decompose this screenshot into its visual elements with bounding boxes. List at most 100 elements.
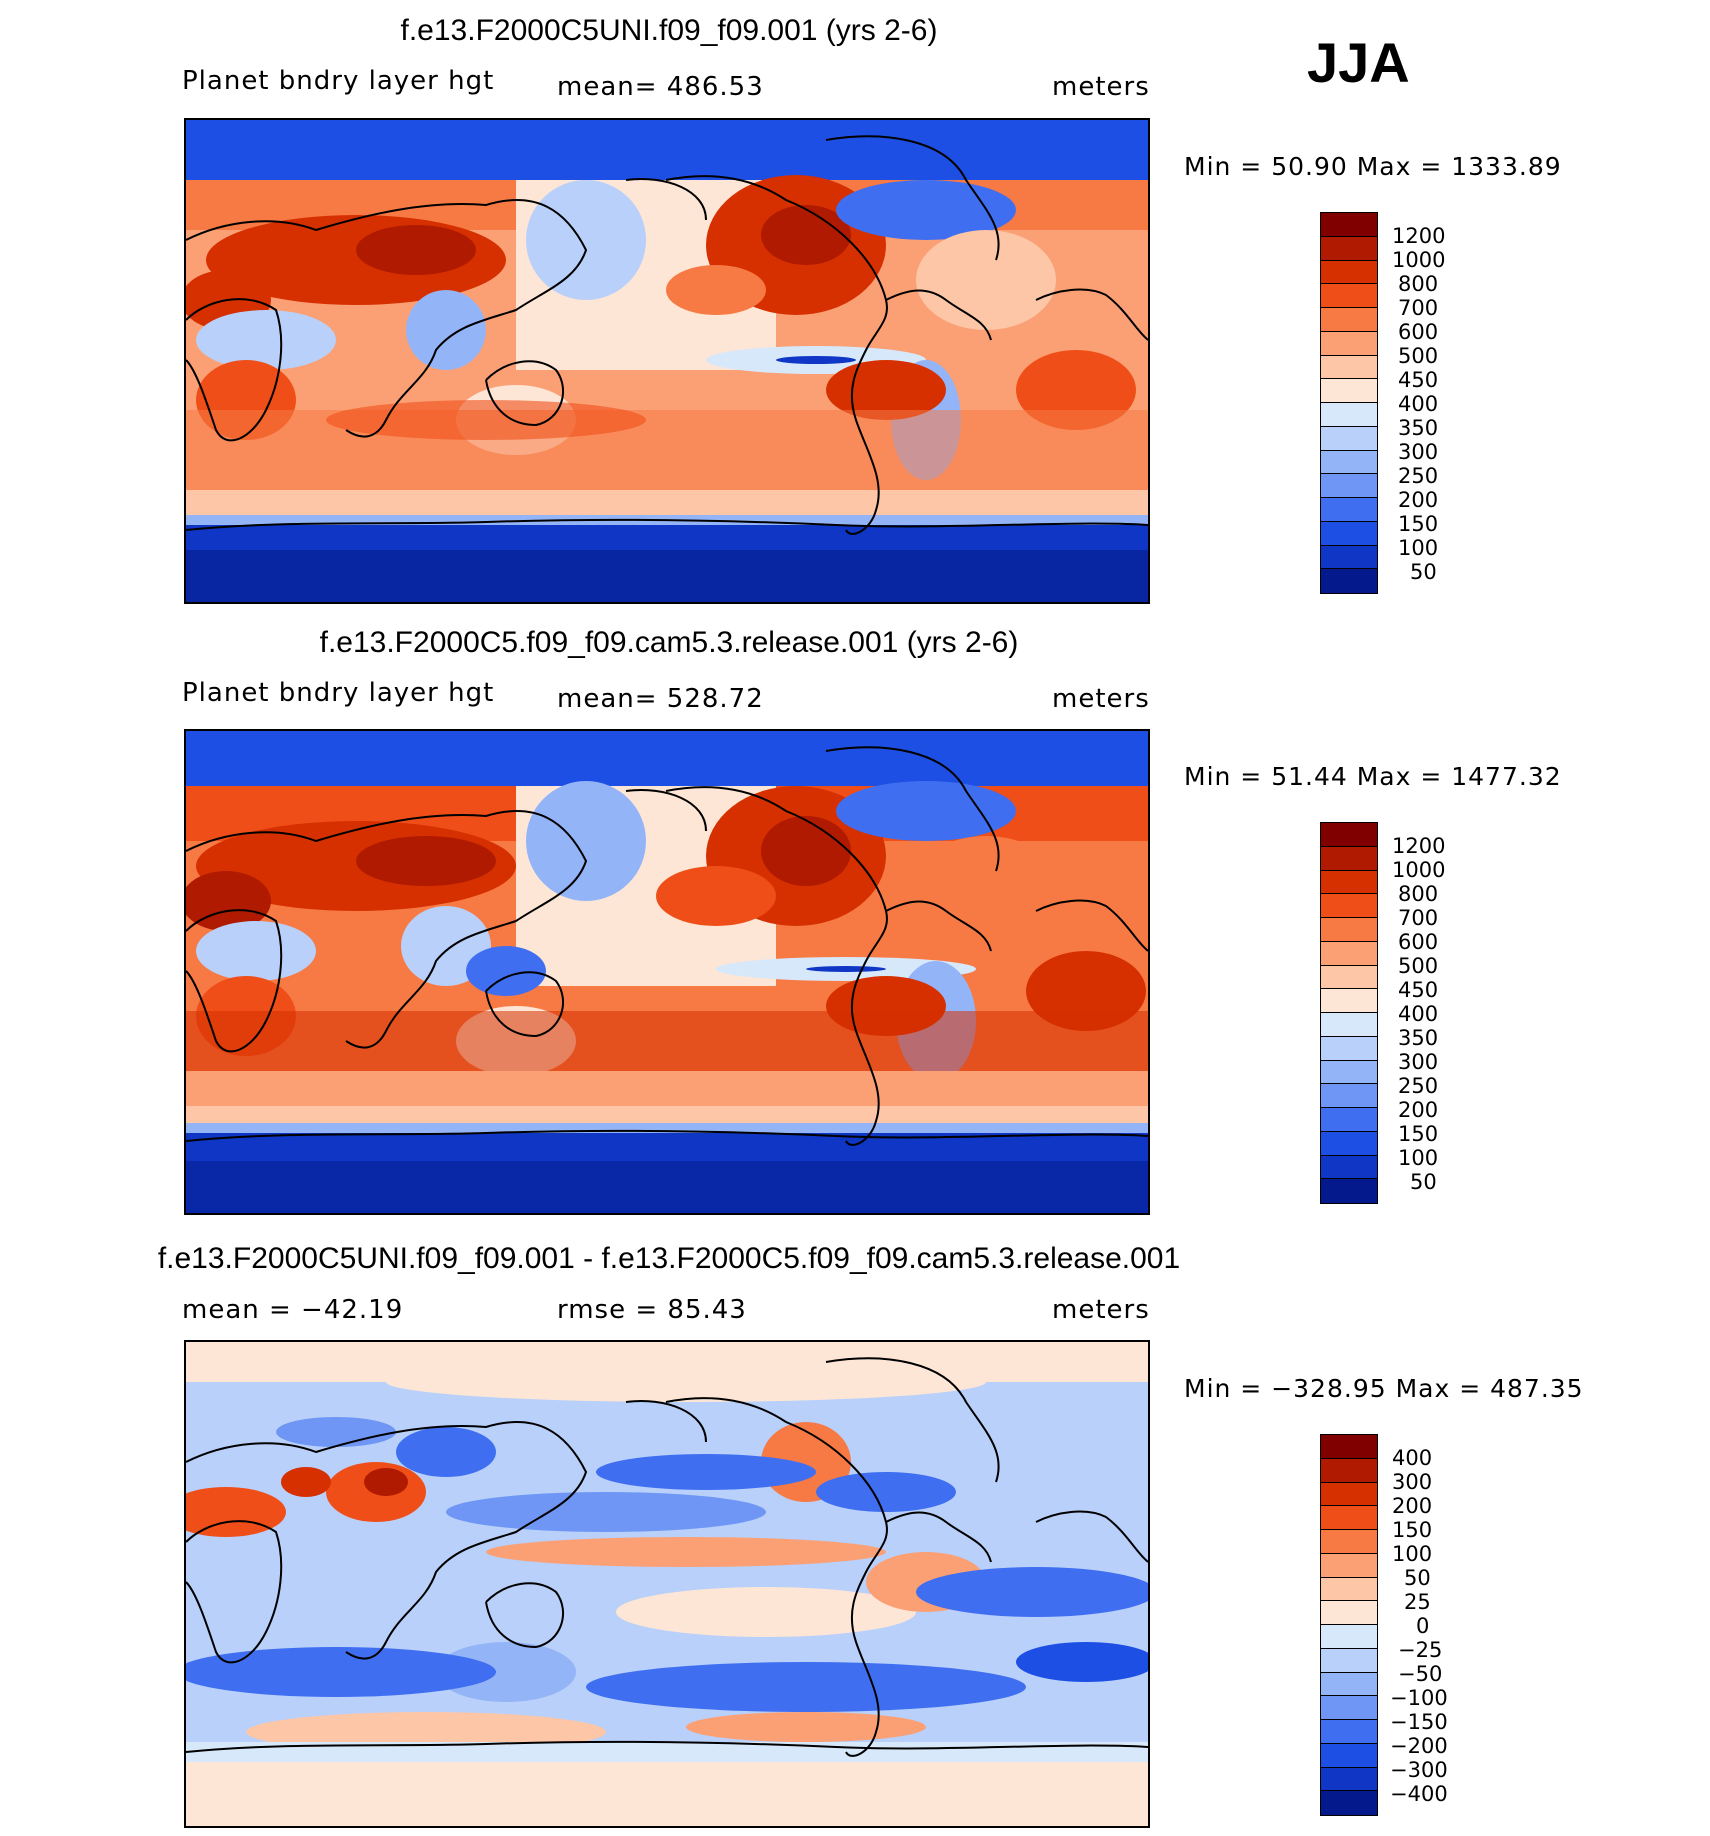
panel-2-title: f.e13.F2000C5.f09_f09.cam5.3.release.001… xyxy=(319,626,1019,659)
panel-1-variable-label: Planet bndry layer hgt xyxy=(182,66,495,96)
panel-3-rmse-label: rmse = 85.43 xyxy=(557,1295,747,1325)
panel-1-colorbar-box xyxy=(1321,236,1377,261)
panel-2-colorbar-box xyxy=(1321,870,1377,895)
panel-2-colorbar-box xyxy=(1321,846,1377,871)
panel-2-colorbar-tick-label: 150 xyxy=(1398,1122,1439,1146)
panel-2-colorbar-box xyxy=(1321,1060,1377,1085)
panel-3-colorbar-tick-label: 0 xyxy=(1416,1614,1430,1638)
panel-1-colorbar-tick-label: 100 xyxy=(1398,536,1439,560)
panel-1-colorbar-box xyxy=(1321,284,1377,308)
panel-2-colorbar-tick-label: 450 xyxy=(1398,978,1439,1002)
panel-3-colorbar-box xyxy=(1321,1696,1377,1720)
panel-2-colorbar-box xyxy=(1321,918,1377,942)
panel-3-colorbar-box xyxy=(1321,1553,1377,1578)
panel-2-minmax: Min = 51.44 Max = 1477.32 xyxy=(1184,762,1562,791)
panel-2-colorbar-tick-label: 1000 xyxy=(1392,858,1446,882)
panel-1-colorbar-tick-label: 800 xyxy=(1398,272,1439,296)
panel-1-colorbar-box xyxy=(1321,521,1377,546)
panel-3-colorbar-tick-label: 150 xyxy=(1392,1518,1433,1542)
panel-2-colorbar-tick-label: 600 xyxy=(1398,930,1439,954)
panel-3-colorbar-tick-label: −100 xyxy=(1390,1686,1448,1710)
panel-1-colorbar-tick-label: 250 xyxy=(1398,464,1439,488)
panel-2-colorbar-box xyxy=(1321,941,1377,966)
panel-1-colorbar-box xyxy=(1321,426,1377,451)
panel-2-units-label: meters xyxy=(1052,684,1150,714)
panel-2-colorbar-box xyxy=(1321,1108,1377,1132)
panel-1-colorbar-box xyxy=(1321,498,1377,522)
panel-1-colorbar-box xyxy=(1321,331,1377,356)
panel-3-colorbar-tick-label: −400 xyxy=(1390,1782,1448,1806)
panel-1-colorbar-box xyxy=(1321,355,1377,380)
panel-2-colorbar-tick-label: 250 xyxy=(1398,1074,1439,1098)
panel-3-mean-label: mean = −42.19 xyxy=(182,1295,404,1325)
panel-1-colorbar-tick-label: 200 xyxy=(1398,488,1439,512)
panel-3-map xyxy=(184,1340,1150,1828)
panel-3-field-plot xyxy=(186,1342,1148,1826)
panel-1-colorbar-tick-label: 300 xyxy=(1398,440,1439,464)
panel-2-colorbar-tick-label: 300 xyxy=(1398,1050,1439,1074)
panel-2-colorbar-tick-label: 700 xyxy=(1398,906,1439,930)
panel-1-field-plot xyxy=(186,120,1148,602)
panel-1-map xyxy=(184,118,1150,604)
panel-2-colorbar-box xyxy=(1321,894,1377,918)
panel-1-colorbar-tick-label: 400 xyxy=(1398,392,1439,416)
panel-1-colorbar xyxy=(1320,212,1378,594)
panel-1-minmax: Min = 50.90 Max = 1333.89 xyxy=(1184,152,1562,181)
panel-1-colorbar-box xyxy=(1321,260,1377,285)
panel-1-colorbar-box xyxy=(1321,403,1377,427)
panel-3-colorbar-box xyxy=(1321,1435,1377,1459)
panel-2-mean-label: mean= 528.72 xyxy=(557,684,764,714)
panel-2-colorbar-tick-label: 400 xyxy=(1398,1002,1439,1026)
panel-2-field-plot xyxy=(186,731,1148,1213)
panel-3-colorbar-box xyxy=(1321,1625,1377,1649)
panel-2-colorbar-box xyxy=(1321,1179,1377,1203)
panel-3-colorbar-tick-label: 50 xyxy=(1404,1566,1431,1590)
panel-1-colorbar-tick-label: 350 xyxy=(1398,416,1439,440)
panel-2-colorbar-tick-label: 200 xyxy=(1398,1098,1439,1122)
panel-3-colorbar-box xyxy=(1321,1672,1377,1697)
panel-1-title: f.e13.F2000C5UNI.f09_f09.001 (yrs 2-6) xyxy=(400,14,938,47)
panel-3-colorbar-tick-label: 400 xyxy=(1392,1446,1433,1470)
panel-2-colorbar-tick-label: 100 xyxy=(1398,1146,1439,1170)
panel-3-colorbar-box xyxy=(1321,1791,1377,1815)
panel-1-units-label: meters xyxy=(1052,72,1150,102)
panel-3-colorbar-tick-label: 300 xyxy=(1392,1470,1433,1494)
panel-1-colorbar-tick-label: 600 xyxy=(1398,320,1439,344)
panel-1-colorbar-box xyxy=(1321,569,1377,593)
panel-1-colorbar-box xyxy=(1321,213,1377,237)
panel-3-colorbar-tick-label: 25 xyxy=(1404,1590,1431,1614)
panel-2-colorbar-box xyxy=(1321,989,1377,1013)
panel-2-variable-label: Planet bndry layer hgt xyxy=(182,678,495,708)
panel-2-colorbar-box xyxy=(1321,965,1377,990)
panel-3-colorbar-tick-label: −50 xyxy=(1398,1662,1443,1686)
panel-2-colorbar xyxy=(1320,822,1378,1204)
panel-3-colorbar-box xyxy=(1321,1530,1377,1554)
panel-3-units-label: meters xyxy=(1052,1295,1150,1325)
panel-2-colorbar-box xyxy=(1321,823,1377,847)
season-label: JJA xyxy=(1307,31,1410,94)
panel-1-colorbar-tick-label: 700 xyxy=(1398,296,1439,320)
panel-2-colorbar-box xyxy=(1321,1155,1377,1180)
panel-3-colorbar-box xyxy=(1321,1767,1377,1792)
panel-3-colorbar-tick-label: 200 xyxy=(1392,1494,1433,1518)
panel-3-title: f.e13.F2000C5UNI.f09_f09.001 - f.e13.F20… xyxy=(157,1242,1181,1275)
panel-1-colorbar-box xyxy=(1321,379,1377,403)
panel-3-colorbar xyxy=(1320,1434,1378,1816)
panel-3-colorbar-box xyxy=(1321,1720,1377,1744)
panel-3-colorbar-box xyxy=(1321,1482,1377,1507)
panel-2-colorbar-tick-label: 1200 xyxy=(1392,834,1446,858)
panel-2-colorbar-box xyxy=(1321,1084,1377,1108)
panel-2-colorbar-tick-label: 500 xyxy=(1398,954,1439,978)
panel-1-colorbar-tick-label: 150 xyxy=(1398,512,1439,536)
panel-1-colorbar-box xyxy=(1321,308,1377,332)
panel-3-colorbar-box xyxy=(1321,1648,1377,1673)
panel-1-colorbar-tick-label: 500 xyxy=(1398,344,1439,368)
panel-3-colorbar-box xyxy=(1321,1458,1377,1483)
panel-3-colorbar-tick-label: −200 xyxy=(1390,1734,1448,1758)
panel-3-colorbar-tick-label: −150 xyxy=(1390,1710,1448,1734)
panel-3-colorbar-box xyxy=(1321,1601,1377,1625)
panel-2-colorbar-box xyxy=(1321,1013,1377,1037)
panel-2-colorbar-box xyxy=(1321,1131,1377,1156)
panel-2-colorbar-tick-label: 50 xyxy=(1410,1170,1437,1194)
panel-3-colorbar-box xyxy=(1321,1743,1377,1768)
